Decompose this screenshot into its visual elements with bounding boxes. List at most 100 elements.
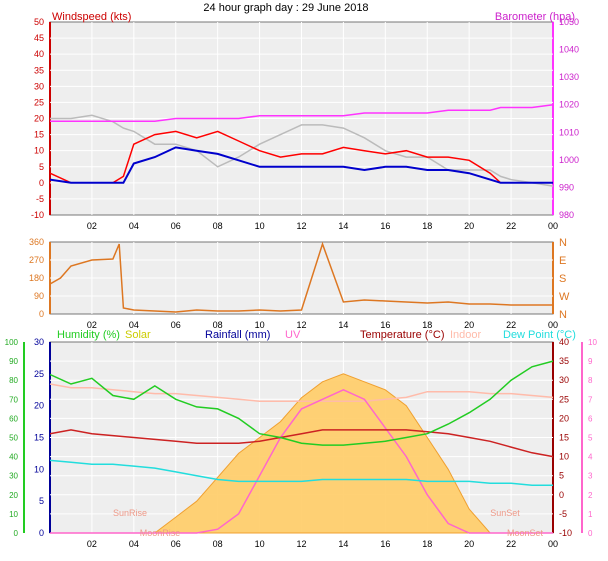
humidity-tick-label: 100 [5, 338, 19, 347]
x-tick-label: 12 [296, 539, 306, 549]
temperature-tick-label: 30 [559, 375, 569, 385]
x-tick-label: 02 [87, 539, 97, 549]
rainfall-tick-label: 0 [39, 528, 44, 538]
temperature-tick-label: 5 [559, 471, 564, 481]
humidity-tick-label: 40 [9, 453, 18, 462]
uv-tick-label: 4 [588, 453, 593, 462]
x-tick-label: 06 [171, 539, 181, 549]
humidity-tick-label: 50 [9, 434, 18, 443]
humidity-tick-label: 10 [9, 510, 18, 519]
windspeed-tick-label: 0 [39, 178, 44, 188]
direction-tick-label: 0 [39, 309, 44, 319]
x-tick-label: 16 [380, 539, 390, 549]
humidity-tick-label: 0 [14, 529, 19, 538]
windspeed-tick-label: 40 [34, 49, 44, 59]
legend-label: Rainfall (mm) [205, 329, 270, 341]
sun-moon-label: MoonSet [507, 528, 544, 538]
x-tick-label: 08 [213, 221, 223, 231]
x-tick-label: 08 [213, 539, 223, 549]
compass-label: E [559, 255, 566, 267]
direction-tick-label: 180 [29, 273, 44, 283]
legend-label: Solar [125, 329, 151, 341]
sun-moon-label: MoonRise [140, 528, 181, 538]
windspeed-tick-label: 10 [34, 146, 44, 156]
direction-tick-label: 90 [34, 291, 44, 301]
temperature-tick-label: 35 [559, 356, 569, 366]
windspeed-tick-label: 25 [34, 97, 44, 107]
humidity-tick-label: 90 [9, 357, 18, 366]
sun-moon-label: SunSet [490, 508, 520, 518]
temperature-humidity-panel: Humidity (%) Solar Rainfall (mm) UV Temperat… [5, 329, 598, 549]
temperature-tick-label: 0 [559, 490, 564, 500]
windspeed-tick-label: 45 [34, 33, 44, 43]
uv-tick-label: 6 [588, 414, 593, 423]
x-tick-label: 22 [506, 221, 516, 231]
compass-label: S [559, 273, 566, 285]
legend-label: Humidity (%) [57, 329, 120, 341]
uv-tick-label: 5 [588, 434, 593, 443]
humidity-tick-label: 70 [9, 395, 18, 404]
compass-label: N [559, 309, 567, 321]
uv-tick-label: 8 [588, 376, 593, 385]
x-tick-label: 04 [129, 221, 139, 231]
rainfall-tick-label: 25 [34, 369, 44, 379]
windspeed-tick-label: -5 [36, 194, 44, 204]
uv-tick-label: 1 [588, 510, 593, 519]
x-tick-label: 22 [506, 539, 516, 549]
direction-tick-label: 360 [29, 237, 44, 247]
barometer-tick-label: 980 [559, 210, 574, 220]
barometer-tick-label: 1020 [559, 100, 579, 110]
compass-label: W [559, 291, 570, 303]
x-tick-label: 18 [422, 221, 432, 231]
humidity-tick-label: 30 [9, 472, 18, 481]
x-tick-label: 06 [171, 320, 181, 330]
x-tick-label: 20 [464, 539, 474, 549]
x-tick-label: 14 [338, 539, 348, 549]
humidity-tick-label: 80 [9, 376, 18, 385]
direction-tick-label: 270 [29, 255, 44, 265]
uv-tick-label: 0 [588, 529, 593, 538]
page-title: 24 hour graph day : 29 June 2018 [203, 2, 368, 14]
humidity-tick-label: 60 [9, 414, 18, 423]
windspeed-tick-label: 50 [34, 17, 44, 27]
sun-moon-label: SunRise [113, 508, 147, 518]
barometer-tick-label: 1030 [559, 72, 579, 82]
legend-label: UV [285, 329, 301, 341]
temperature-tick-label: -5 [559, 509, 567, 519]
temperature-tick-label: 20 [559, 413, 569, 423]
windspeed-tick-label: -10 [31, 210, 44, 220]
uv-tick-label: 7 [588, 395, 593, 404]
windspeed-axis-label: Windspeed (kts) [52, 11, 131, 23]
x-tick-label: 02 [87, 221, 97, 231]
rainfall-tick-label: 15 [34, 433, 44, 443]
x-tick-label: 00 [548, 221, 558, 231]
x-tick-label: 06 [171, 221, 181, 231]
x-tick-label: 16 [380, 221, 390, 231]
humidity-tick-label: 20 [9, 491, 18, 500]
x-tick-label: 18 [422, 539, 432, 549]
uv-tick-label: 2 [588, 491, 593, 500]
legend-label: Temperature (°C) [360, 329, 444, 341]
x-tick-label: 12 [296, 221, 306, 231]
windspeed-tick-label: 5 [39, 162, 44, 172]
windspeed-tick-label: 30 [34, 81, 44, 91]
uv-tick-label: 9 [588, 357, 593, 366]
x-tick-label: 00 [548, 539, 558, 549]
barometer-tick-label: 1040 [559, 45, 579, 55]
barometer-tick-label: 990 [559, 182, 574, 192]
barometer-tick-label: 1050 [559, 17, 579, 27]
barometer-tick-label: 1010 [559, 127, 579, 137]
windspeed-tick-label: 15 [34, 130, 44, 140]
x-tick-label: 14 [338, 320, 348, 330]
rainfall-tick-label: 5 [39, 496, 44, 506]
x-tick-label: 10 [255, 221, 265, 231]
compass-label: N [559, 237, 567, 249]
legend-label: Indoor [450, 329, 482, 341]
windspeed-tick-label: 35 [34, 65, 44, 75]
x-tick-label: 20 [464, 221, 474, 231]
x-tick-label: 04 [129, 539, 139, 549]
temperature-tick-label: 10 [559, 452, 569, 462]
temperature-tick-label: 15 [559, 433, 569, 443]
